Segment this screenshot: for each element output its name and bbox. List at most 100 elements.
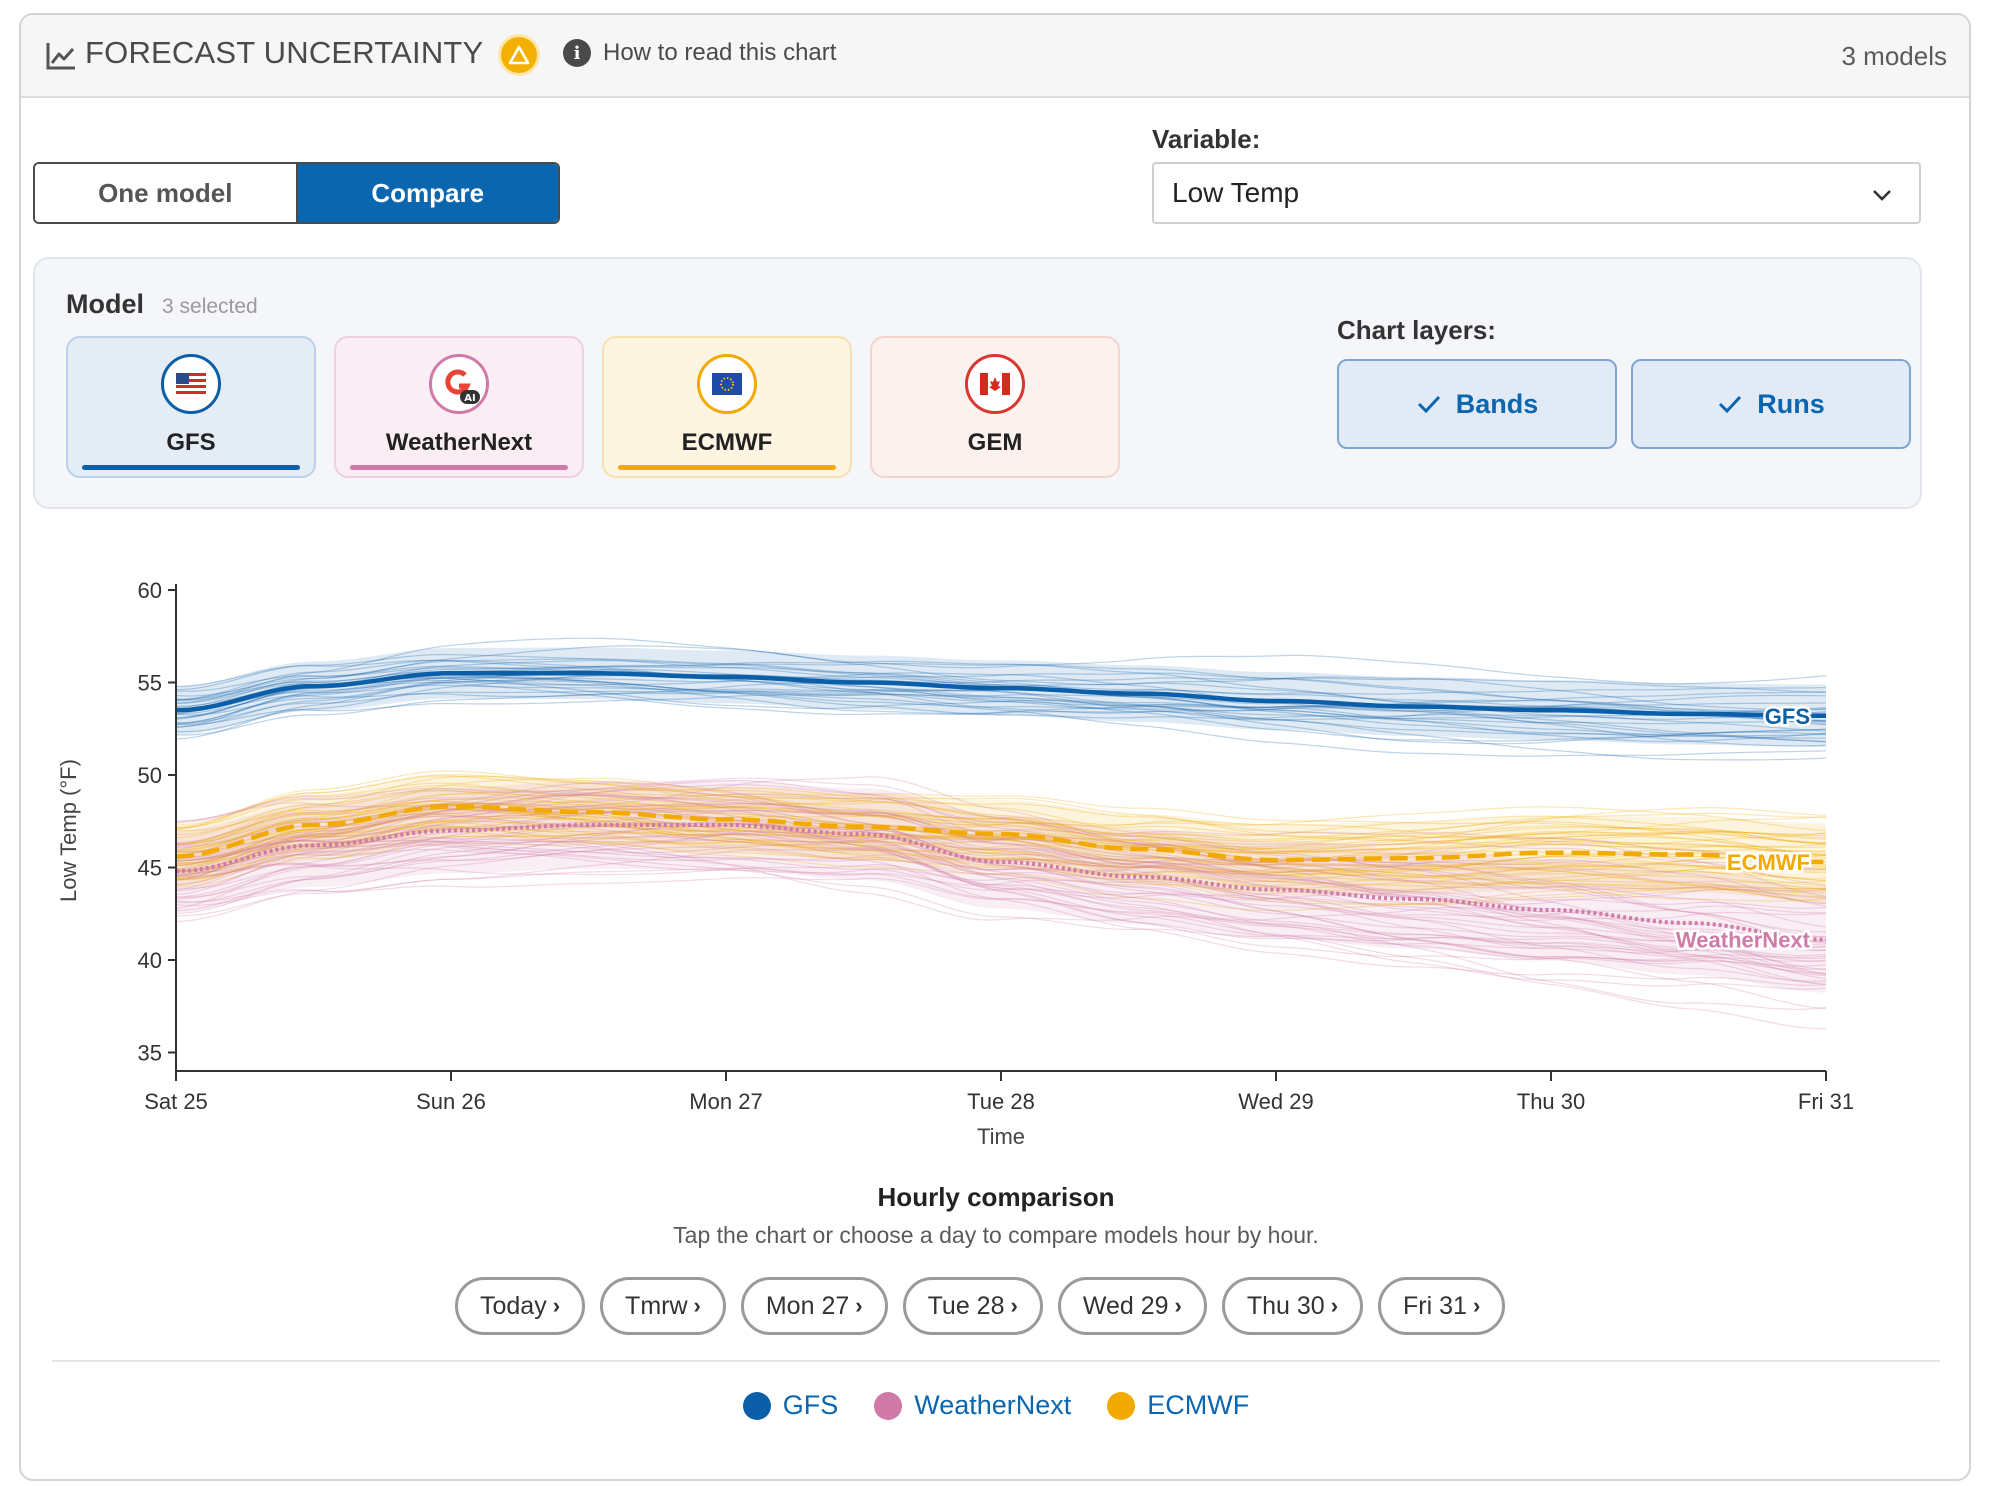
run-line	[175, 675, 1827, 735]
y-tick-label: 50	[138, 763, 162, 788]
run-line	[175, 805, 1827, 984]
run-line	[175, 846, 1827, 986]
day-button-thu30[interactable]: Thu 30 ›	[1221, 1277, 1364, 1335]
run-line	[176, 784, 1827, 840]
model-chip-gem[interactable]: GEM	[870, 336, 1120, 478]
band-weathernext	[176, 780, 1826, 993]
run-line	[176, 789, 1827, 952]
run-line	[175, 832, 1827, 905]
us-flag-icon	[161, 354, 221, 414]
run-line	[175, 822, 1827, 976]
run-line	[175, 780, 1827, 907]
day-button-fri31[interactable]: Fri 31 ›	[1378, 1277, 1506, 1335]
run-line	[175, 677, 1827, 743]
y-tick-label: 40	[138, 948, 162, 973]
legend-label: ECMWF	[1147, 1390, 1250, 1420]
run-line	[175, 787, 1827, 861]
chevron-right-icon: ›	[552, 1293, 561, 1318]
run-line	[175, 806, 1827, 933]
day-button-today[interactable]: Today ›	[455, 1277, 586, 1335]
run-line	[175, 840, 1827, 1010]
run-line	[175, 848, 1827, 967]
model-chip-ecmwf[interactable]: ECMWF	[602, 336, 852, 478]
run-line	[175, 668, 1827, 747]
day-label: Wed 29	[1082, 1291, 1169, 1320]
day-label: Today	[480, 1291, 547, 1320]
legend-item-ecmwf[interactable]: ECMWF	[1107, 1390, 1249, 1421]
run-line	[175, 788, 1827, 877]
run-line	[175, 863, 1827, 990]
legend-item-weathernext[interactable]: WeatherNext	[874, 1390, 1071, 1421]
line-chart-icon	[46, 43, 75, 70]
hourly-comparison-subtitle: Tap the chart or choose a day to compare…	[673, 1222, 1319, 1248]
run-line	[175, 825, 1827, 881]
run-line	[175, 804, 1827, 878]
legend-dot	[1107, 1391, 1136, 1420]
bands-label: Bands	[1455, 388, 1539, 419]
run-line	[175, 836, 1827, 986]
day-button-wed29[interactable]: Wed 29 ›	[1057, 1277, 1207, 1335]
run-line	[175, 840, 1827, 906]
model-chip-underline	[350, 465, 568, 470]
one-model-button[interactable]: One model	[35, 164, 298, 222]
day-button-tmrw[interactable]: Tmrw ›	[600, 1277, 726, 1335]
run-line	[175, 798, 1827, 882]
day-label: Thu 30	[1246, 1291, 1325, 1320]
warning-icon[interactable]	[501, 37, 537, 73]
run-line	[175, 774, 1827, 853]
run-line	[176, 675, 1827, 707]
day-label: Fri 31	[1403, 1291, 1467, 1320]
day-label: Mon 27	[765, 1291, 850, 1320]
run-line	[175, 680, 1827, 743]
model-panel: Model 3 selected GFS AI WeatherNext	[33, 257, 1922, 509]
run-line	[175, 677, 1827, 745]
run-line	[175, 777, 1827, 892]
run-line	[175, 806, 1827, 866]
x-axis-label: Time	[977, 1124, 1025, 1149]
series-label: GFS	[1765, 704, 1810, 729]
run-line	[176, 819, 1827, 865]
run-line	[176, 793, 1827, 845]
model-chip-gfs[interactable]: GFS	[66, 336, 316, 478]
model-count: 3 models	[1841, 41, 1948, 71]
how-to-read-link[interactable]: i How to read this chart	[563, 39, 836, 67]
run-line	[175, 793, 1827, 938]
run-line	[175, 653, 1827, 695]
run-line	[176, 827, 1827, 874]
day-label: Tue 28	[927, 1291, 1005, 1320]
run-line	[175, 637, 1827, 704]
model-chip-weathernext[interactable]: AI WeatherNext	[334, 336, 584, 478]
x-tick-label: Tue 28	[967, 1089, 1035, 1114]
day-button-tue28[interactable]: Tue 28 ›	[902, 1277, 1043, 1335]
run-line	[175, 776, 1827, 897]
run-line	[175, 692, 1827, 757]
compare-button[interactable]: Compare	[297, 164, 558, 222]
eu-flag-icon	[697, 354, 757, 414]
legend-divider	[52, 1360, 1940, 1362]
run-line	[175, 825, 1827, 891]
run-line	[176, 805, 1827, 853]
run-line	[176, 824, 1827, 894]
run-line	[175, 790, 1827, 866]
chevron-right-icon: ›	[1174, 1293, 1182, 1318]
variable-select[interactable]: Low Temp	[1152, 162, 1921, 224]
run-line	[175, 814, 1827, 870]
run-line	[175, 665, 1827, 709]
bands-toggle[interactable]: Bands	[1337, 359, 1617, 449]
chart-legend: GFS WeatherNext ECMWF	[0, 1390, 1992, 1421]
day-button-mon27[interactable]: Mon 27 ›	[740, 1277, 888, 1335]
legend-item-gfs[interactable]: GFS	[742, 1390, 838, 1421]
run-line	[175, 867, 1827, 1010]
run-line	[176, 797, 1827, 842]
run-line	[175, 809, 1827, 938]
uncertainty-chart[interactable]: 35 40 45 50 55 60 Sat 25 Sun 26 Mon 27 Tue 28 Wed …	[40, 558, 1940, 1158]
chevron-right-icon: ›	[1330, 1293, 1339, 1318]
card-header: FORECAST UNCERTAINTY i How to read this …	[21, 15, 1969, 98]
runs-toggle[interactable]: Runs	[1631, 359, 1911, 449]
x-tick-label: Thu 30	[1517, 1089, 1586, 1114]
variable-label: Variable:	[1152, 124, 1261, 154]
chart-series-labels: GFS ECMWF WeatherNext	[1673, 701, 1813, 955]
run-line	[175, 820, 1827, 911]
run-line	[175, 819, 1827, 975]
y-axis-label: Low Temp (°F)	[56, 759, 81, 902]
